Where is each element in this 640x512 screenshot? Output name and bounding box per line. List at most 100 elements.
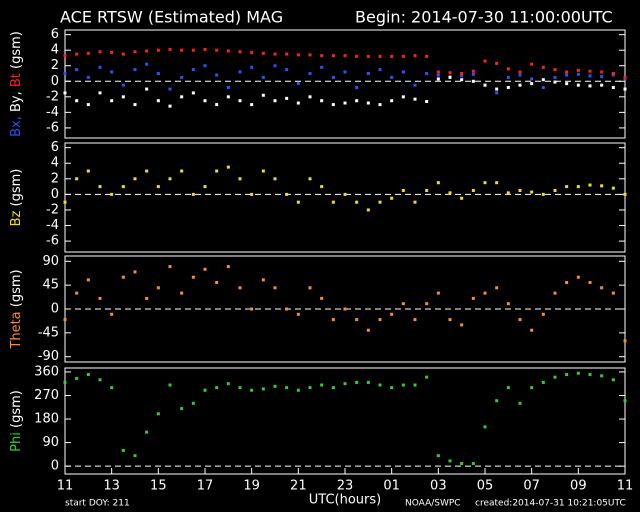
x-tick-label: 03: [430, 479, 447, 494]
data-point: [576, 72, 580, 76]
data-point: [121, 275, 125, 279]
data-point: [460, 462, 464, 466]
data-point: [588, 74, 592, 78]
data-point: [518, 70, 522, 74]
begin-time: Begin: 2014-07-30 11:00:00UTC: [355, 8, 613, 27]
data-point: [530, 77, 534, 81]
y-tick-label: -90: [38, 349, 59, 364]
data-point: [378, 200, 382, 204]
data-point: [541, 312, 545, 316]
data-point: [331, 103, 335, 107]
data-point: [623, 192, 627, 196]
data-point: [320, 99, 324, 103]
data-point: [600, 374, 604, 378]
y-tick-label: -6: [46, 234, 59, 249]
data-point: [238, 70, 242, 74]
data-point: [320, 185, 324, 189]
data-point: [63, 200, 67, 204]
data-point: [401, 188, 405, 192]
data-point: [495, 181, 499, 185]
data-point: [63, 380, 67, 384]
data-point: [366, 208, 370, 212]
data-point: [331, 75, 335, 79]
data-point: [168, 47, 172, 51]
data-point: [145, 296, 149, 300]
data-point: [378, 103, 382, 107]
data-point: [261, 387, 265, 391]
legend-entry: Phi: [9, 432, 24, 452]
data-point: [121, 52, 125, 56]
data-point: [518, 83, 522, 87]
data-point: [530, 386, 534, 390]
x-tick-label: 01: [383, 479, 400, 494]
data-point: [63, 72, 67, 76]
data-point: [180, 48, 184, 52]
data-point: [226, 165, 230, 169]
data-point: [121, 83, 125, 87]
data-point: [436, 70, 440, 74]
data-point: [530, 328, 534, 332]
data-point: [623, 87, 627, 91]
panel-frame: [64, 142, 626, 253]
data-point: [471, 72, 475, 76]
data-point: [133, 68, 137, 72]
data-point: [436, 181, 440, 185]
data-point: [611, 73, 615, 77]
legend-entry: Theta: [9, 311, 24, 349]
data-point: [553, 375, 557, 379]
data-point: [471, 79, 475, 83]
data-point: [600, 184, 604, 188]
y-tick-label: 6: [51, 140, 59, 155]
data-point: [238, 386, 242, 390]
data-point: [390, 99, 394, 103]
data-point: [331, 54, 335, 58]
data-point: [238, 50, 242, 54]
data-point: [250, 388, 254, 392]
data-point: [495, 286, 499, 290]
y-tick-label: 4: [51, 156, 59, 171]
data-point: [506, 191, 510, 195]
data-point: [98, 378, 102, 382]
data-point: [378, 68, 382, 72]
data-point: [273, 286, 277, 290]
data-point: [156, 185, 160, 189]
data-point: [261, 169, 265, 173]
data-point: [203, 267, 207, 271]
data-point: [226, 382, 230, 386]
data-point: [250, 65, 254, 69]
data-point: [285, 52, 289, 56]
data-point: [308, 95, 312, 99]
y-unit: (gsm): [9, 31, 24, 69]
data-point: [576, 275, 580, 279]
legend-entry: By,: [9, 91, 24, 112]
data-point: [448, 191, 452, 195]
data-point: [320, 296, 324, 300]
data-point: [565, 185, 569, 189]
data-point: [63, 318, 67, 322]
data-point: [250, 307, 254, 311]
data-point: [471, 69, 475, 73]
data-point: [261, 75, 265, 79]
data-point: [401, 95, 405, 99]
data-point: [110, 312, 114, 316]
data-point: [296, 53, 300, 57]
data-point: [553, 291, 557, 295]
data-point: [250, 192, 254, 196]
data-point: [355, 380, 359, 384]
data-point: [180, 95, 184, 99]
data-point: [180, 75, 184, 79]
data-point: [86, 103, 90, 107]
data-point: [273, 64, 277, 68]
data-point: [483, 291, 487, 295]
data-point: [75, 291, 79, 295]
data-point: [273, 52, 277, 56]
data-point: [180, 407, 184, 411]
data-point: [133, 270, 137, 274]
data-point: [63, 91, 67, 95]
data-point: [296, 101, 300, 105]
data-point: [483, 59, 487, 63]
data-point: [495, 61, 499, 65]
data-point: [308, 177, 312, 181]
data-point: [623, 77, 627, 81]
data-point: [215, 103, 219, 107]
